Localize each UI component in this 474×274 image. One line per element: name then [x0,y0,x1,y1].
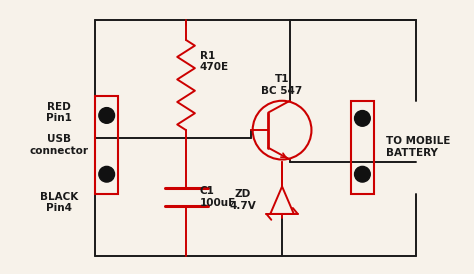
Text: USB
connector: USB connector [29,134,88,156]
Text: ZD
4.7V: ZD 4.7V [229,189,256,211]
Text: R1
470E: R1 470E [200,51,229,72]
Text: TO MOBILE
BATTERY: TO MOBILE BATTERY [386,136,450,158]
Circle shape [355,110,370,126]
Text: RED
Pin1: RED Pin1 [46,102,72,123]
Bar [351,101,374,194]
Circle shape [99,108,115,123]
Circle shape [99,166,115,182]
Text: C1
100uF: C1 100uF [200,186,236,208]
Text: T1
BC 547: T1 BC 547 [262,74,303,96]
Circle shape [355,166,370,182]
Text: BLACK
Pin4: BLACK Pin4 [39,192,78,213]
Bar [95,96,118,194]
